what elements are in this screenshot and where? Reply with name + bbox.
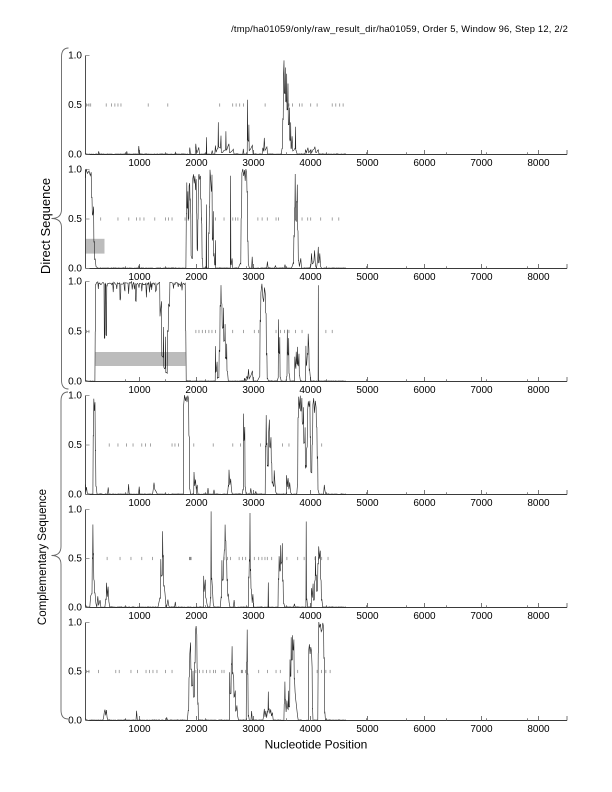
svg-text:1.0: 1.0	[68, 391, 82, 402]
svg-text:3000: 3000	[242, 385, 265, 396]
svg-text:1.0: 1.0	[68, 505, 82, 516]
svg-text:4000: 4000	[299, 385, 322, 396]
svg-text:5000: 5000	[356, 158, 379, 169]
svg-text:1000: 1000	[128, 385, 151, 396]
svg-text:5000: 5000	[356, 611, 379, 622]
svg-text:1.0: 1.0	[68, 165, 82, 176]
svg-text:Direct Sequence: Direct Sequence	[38, 178, 53, 274]
svg-text:0.5: 0.5	[68, 327, 82, 338]
svg-text:1.0: 1.0	[68, 277, 82, 288]
svg-text:6000: 6000	[413, 611, 436, 622]
svg-text:7000: 7000	[470, 498, 493, 509]
svg-text:6000: 6000	[413, 272, 436, 283]
svg-text:5000: 5000	[356, 498, 379, 509]
svg-text:0.0: 0.0	[68, 264, 82, 275]
svg-text:1000: 1000	[128, 498, 151, 509]
svg-text:4000: 4000	[299, 724, 322, 735]
svg-text:6000: 6000	[413, 385, 436, 396]
svg-text:7000: 7000	[470, 385, 493, 396]
svg-text:Complementary Sequence: Complementary Sequence	[37, 489, 49, 625]
svg-text:7000: 7000	[470, 158, 493, 169]
svg-text:0.5: 0.5	[68, 214, 82, 225]
svg-text:0.5: 0.5	[68, 554, 82, 565]
svg-text:0.5: 0.5	[68, 100, 82, 111]
svg-text:0.0: 0.0	[68, 490, 82, 501]
svg-text:3000: 3000	[242, 611, 265, 622]
svg-text:0.0: 0.0	[68, 716, 82, 727]
svg-text:2000: 2000	[185, 498, 208, 509]
svg-text:4000: 4000	[299, 272, 322, 283]
svg-text:8000: 8000	[527, 272, 550, 283]
svg-text:2000: 2000	[185, 724, 208, 735]
svg-text:6000: 6000	[413, 498, 436, 509]
svg-text:Nucleotide Position: Nucleotide Position	[265, 738, 368, 752]
svg-text:5000: 5000	[356, 724, 379, 735]
svg-text:5000: 5000	[356, 385, 379, 396]
svg-text:8000: 8000	[527, 724, 550, 735]
svg-text:7000: 7000	[470, 272, 493, 283]
svg-text:2000: 2000	[185, 158, 208, 169]
svg-text:5000: 5000	[356, 272, 379, 283]
svg-text:1000: 1000	[128, 611, 151, 622]
svg-text:1.0: 1.0	[68, 618, 82, 629]
svg-text:/tmp/ha01059/only/raw_result_d: /tmp/ha01059/only/raw_result_dir/ha01059…	[231, 23, 568, 34]
svg-text:1000: 1000	[128, 272, 151, 283]
svg-text:8000: 8000	[527, 498, 550, 509]
svg-text:4000: 4000	[299, 611, 322, 622]
svg-text:4000: 4000	[299, 498, 322, 509]
svg-text:0.5: 0.5	[68, 440, 82, 451]
svg-text:8000: 8000	[527, 385, 550, 396]
svg-text:4000: 4000	[299, 158, 322, 169]
svg-text:1000: 1000	[128, 158, 151, 169]
svg-text:8000: 8000	[527, 611, 550, 622]
svg-text:0.5: 0.5	[68, 667, 82, 678]
svg-text:8000: 8000	[527, 158, 550, 169]
svg-text:2000: 2000	[185, 385, 208, 396]
svg-text:0.0: 0.0	[68, 603, 82, 614]
svg-text:1.0: 1.0	[68, 51, 82, 62]
svg-text:2000: 2000	[185, 611, 208, 622]
svg-text:7000: 7000	[470, 611, 493, 622]
svg-text:0.0: 0.0	[68, 377, 82, 388]
svg-text:0.0: 0.0	[68, 150, 82, 161]
svg-text:6000: 6000	[413, 724, 436, 735]
svg-text:3000: 3000	[242, 158, 265, 169]
svg-text:3000: 3000	[242, 724, 265, 735]
svg-text:6000: 6000	[413, 158, 436, 169]
svg-text:7000: 7000	[470, 724, 493, 735]
svg-text:2000: 2000	[185, 272, 208, 283]
svg-text:1000: 1000	[128, 724, 151, 735]
svg-text:3000: 3000	[242, 272, 265, 283]
svg-text:3000: 3000	[242, 498, 265, 509]
